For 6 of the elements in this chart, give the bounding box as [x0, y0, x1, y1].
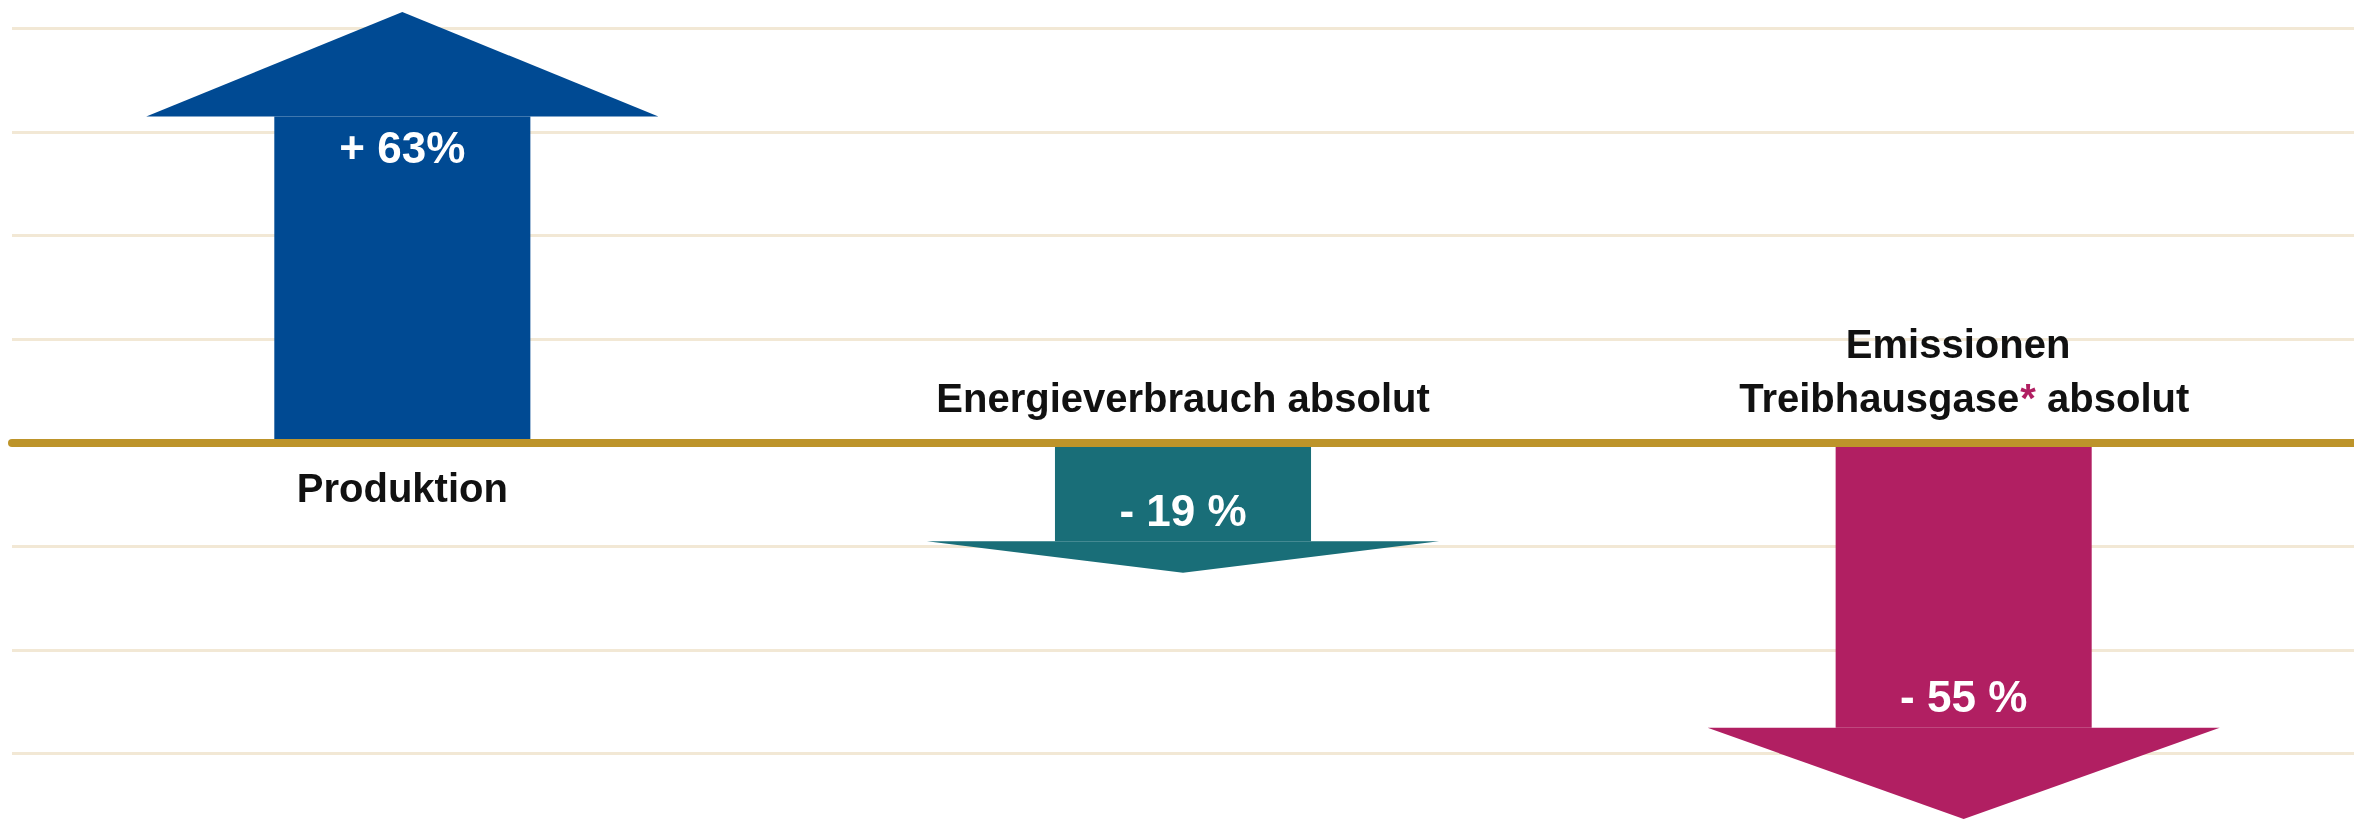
data-label: + 63% — [339, 122, 466, 172]
data-label: - 55 % — [1900, 672, 2028, 722]
x-tick-label: Energieverbrauch absolut — [936, 375, 1430, 420]
data-label: - 19 % — [1119, 485, 1247, 535]
x-tick-label: Produktion — [296, 465, 508, 510]
x-tick-label: Emissionen Treibhausgase* absolut — [1739, 321, 2190, 420]
